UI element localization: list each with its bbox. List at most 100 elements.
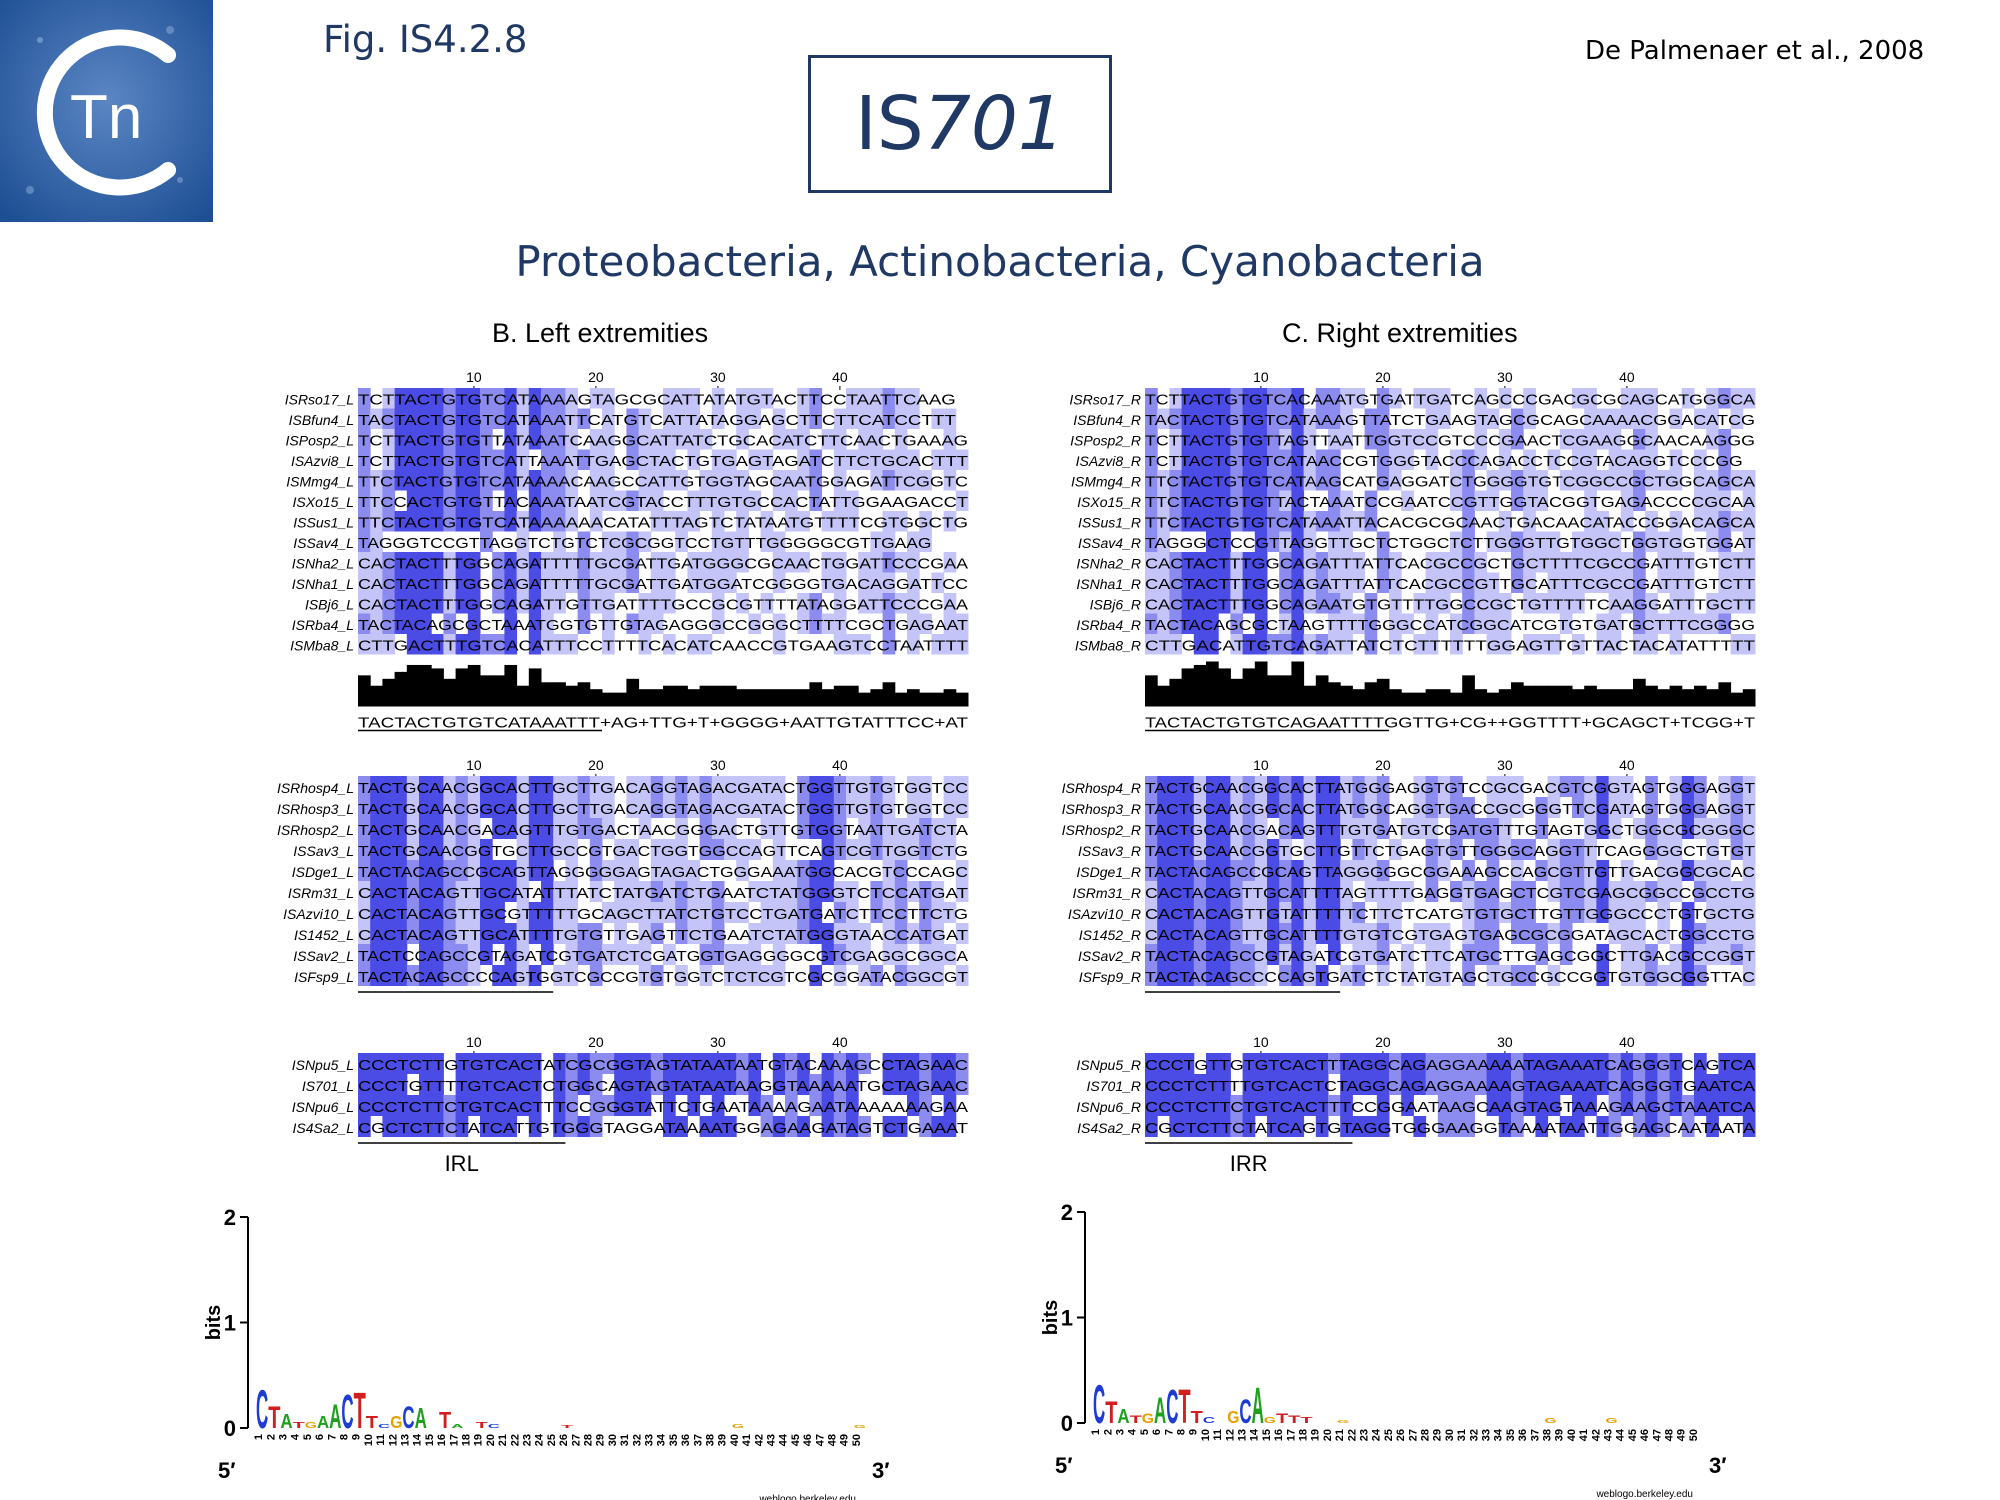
left-block2-shade	[650, 881, 664, 902]
right-logo-position-label: 20	[1322, 1429, 1334, 1441]
left-conservation-bar	[419, 664, 432, 707]
right-block1-shade	[1193, 511, 1207, 532]
right-block1-shade	[1303, 429, 1317, 450]
left-block2-shade	[663, 776, 676, 797]
right-block1-shade	[1730, 408, 1744, 429]
right-block1-shade	[1718, 531, 1732, 552]
left-block1-shade	[614, 572, 627, 593]
left-block3-shade	[626, 1053, 640, 1074]
left-block1-shade	[724, 531, 737, 552]
left-block1-shade	[443, 552, 457, 573]
right-block1-shade	[1742, 531, 1756, 552]
right-block1-shade	[1145, 408, 1158, 429]
right-block1-shade	[1718, 429, 1732, 450]
left-block3-shade	[638, 1053, 652, 1074]
left-logo-logo-letter: G	[854, 1424, 866, 1429]
left-block1-shade	[431, 449, 444, 470]
left-block1-shade	[650, 552, 664, 573]
right-block2-shade	[1633, 881, 1646, 902]
left-block2-shade	[711, 944, 725, 965]
left-block1-shade	[541, 572, 554, 593]
right-block2-shade	[1523, 839, 1536, 860]
left-block2-shade	[833, 881, 847, 902]
left-block1-shade	[480, 490, 493, 511]
left-block3-shade	[699, 1074, 713, 1095]
left-logo-position-label: 40	[729, 1434, 741, 1446]
left-block3-sequence: CCCTGTTTTGTCACTCTGGCAGTAGTATAATAAGGTAAAA…	[358, 1078, 968, 1095]
left-block2-shade	[663, 797, 676, 818]
left-block2-shade	[382, 839, 396, 860]
right-conservation-bar	[1450, 692, 1463, 707]
left-block1-shade	[955, 490, 969, 511]
left-block1-shade	[833, 572, 847, 593]
right-block2-shade	[1706, 944, 1719, 965]
right-block2-shade	[1328, 902, 1341, 923]
right-logo-position-label: 48	[1664, 1429, 1676, 1441]
right-block2-shade	[1620, 860, 1634, 881]
left-block2-shade	[858, 944, 871, 965]
left-block1-shade	[650, 490, 664, 511]
right-block2-shade	[1145, 818, 1158, 839]
right-block1-tick-label: 40	[1619, 369, 1635, 385]
left-block1-shade	[919, 511, 932, 532]
left-block2-shade	[589, 839, 603, 860]
right-block1-shade	[1681, 552, 1695, 573]
left-logo-logo-letter: A	[317, 1412, 329, 1431]
left-block1-shade	[577, 613, 591, 634]
left-block1-shade	[797, 613, 810, 634]
left-block1-shade	[455, 449, 469, 470]
left-block1-shade	[931, 408, 945, 429]
left-block2-shade	[358, 923, 371, 944]
left-block1-shade	[443, 511, 457, 532]
left-block3-shade	[577, 1053, 591, 1074]
right-block1-shade	[1620, 408, 1634, 429]
left-block2-shade	[675, 797, 688, 818]
right-block1-shade	[1669, 572, 1683, 593]
left-block3-shade	[711, 1116, 725, 1137]
left-block3-shade	[833, 1074, 847, 1095]
left-block1-shade	[797, 388, 810, 409]
left-block2-shade	[955, 965, 969, 986]
left-block1-shade	[846, 511, 859, 532]
right-block1-shade	[1645, 613, 1658, 634]
left-block2-shade	[455, 797, 469, 818]
figure-label: Fig. IS4.2.8	[323, 18, 528, 61]
right-block1-shade	[1706, 408, 1719, 429]
left-block3-shade	[480, 1074, 493, 1095]
right-block1-shade	[1718, 552, 1732, 573]
right-block2-shade	[1474, 881, 1488, 902]
right-conservation-bar	[1303, 685, 1317, 707]
left-block2-shade	[528, 818, 542, 839]
right-block1-shade	[1157, 593, 1170, 614]
left-logo-position-label: 27	[570, 1434, 582, 1446]
right-block1-shade	[1584, 470, 1597, 491]
right-block1-shade	[1633, 572, 1646, 593]
left-block1-shade	[711, 490, 725, 511]
right-block2-shade	[1340, 797, 1353, 818]
right-block1-shade	[1279, 531, 1292, 552]
right-block1-shade	[1315, 552, 1329, 573]
right-block1-shade	[1523, 634, 1536, 655]
left-block2-shade	[699, 944, 713, 965]
left-block3-shade	[431, 1116, 444, 1137]
left-block3-shade	[589, 1053, 603, 1074]
left-block1-shade	[650, 511, 664, 532]
right-block1-seq-name: ISMba8_R	[1075, 638, 1141, 654]
left-block1-shade	[711, 388, 725, 409]
left-logo-y-tick-label: 1	[224, 1311, 236, 1336]
left-block2-shade	[541, 797, 554, 818]
right-block1-shade	[1254, 613, 1268, 634]
left-block1-shade	[650, 572, 664, 593]
right-block2-shade	[1218, 965, 1231, 986]
right-logo-y-tick-label: 0	[1061, 1411, 1073, 1436]
right-block2-shade	[1742, 818, 1756, 839]
right-block2-shade	[1279, 839, 1292, 860]
left-block1-shade	[907, 552, 920, 573]
left-block2-shade	[663, 881, 676, 902]
right-block1-shade	[1303, 449, 1317, 470]
right-block2-shade	[1279, 776, 1292, 797]
left-block2-shade	[772, 776, 786, 797]
right-block3-shade	[1596, 1053, 1610, 1074]
left-block2-shade	[541, 776, 554, 797]
right-block2-shade	[1633, 944, 1646, 965]
